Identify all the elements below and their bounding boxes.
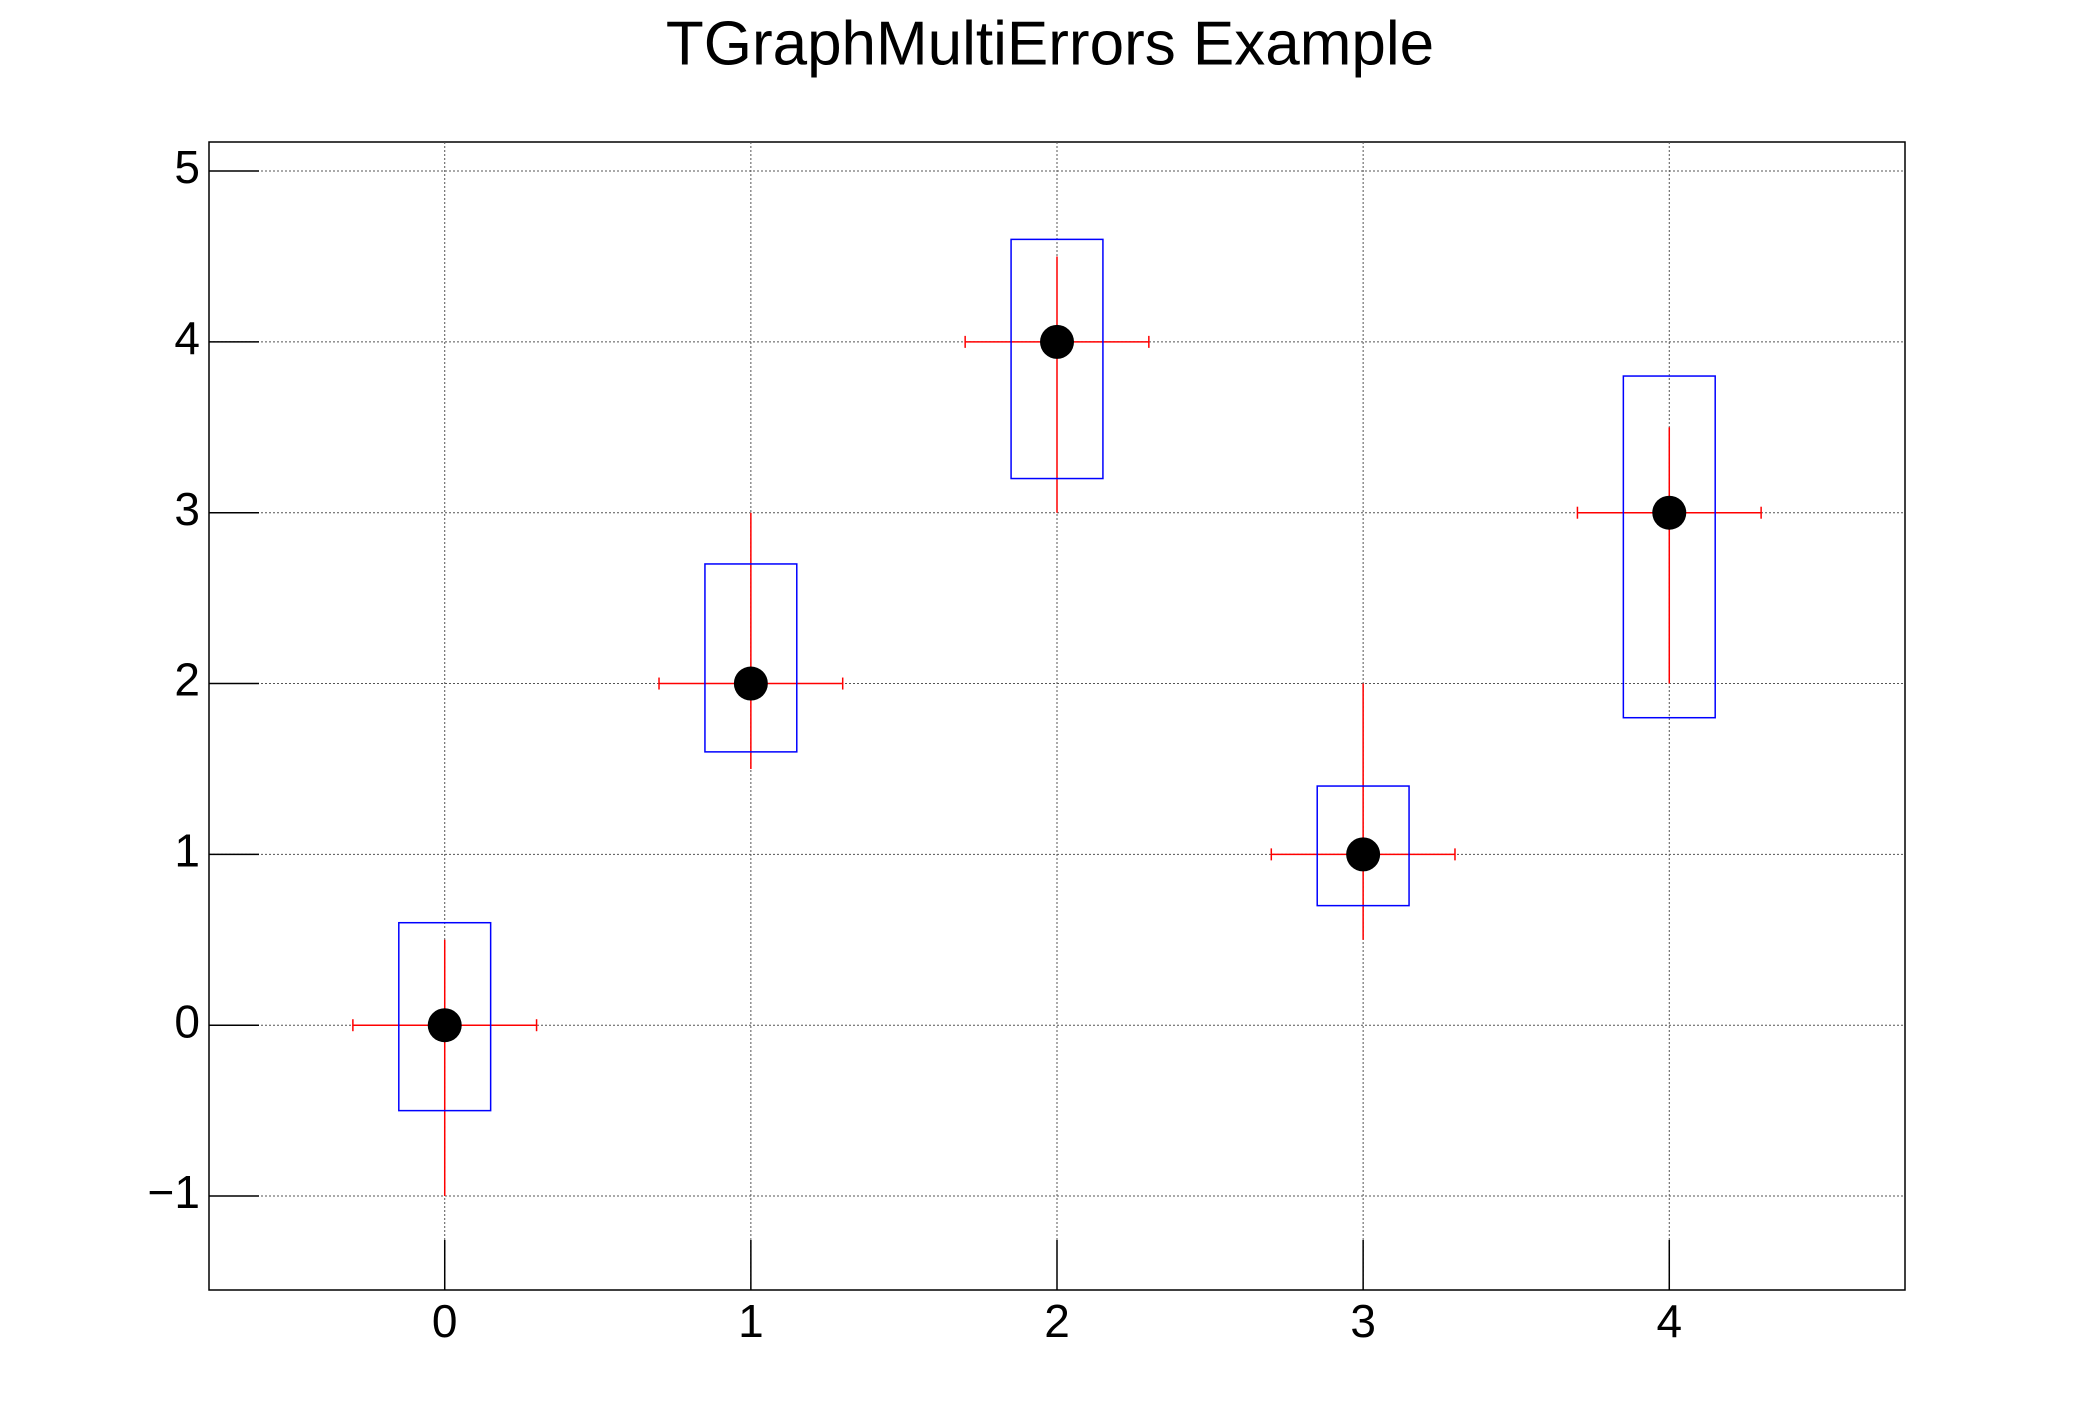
error-box — [398, 921, 492, 1112]
y-tick-label: 4 — [174, 312, 200, 364]
y-tick-label: 0 — [174, 995, 200, 1047]
y-tick-label: 2 — [174, 654, 200, 706]
error-box — [704, 563, 798, 753]
x-tick-label: 1 — [738, 1295, 764, 1347]
error-box — [1622, 375, 1716, 719]
y-tick-label: 3 — [174, 483, 200, 535]
y-tick-label: 1 — [174, 825, 200, 877]
data-point — [733, 666, 768, 701]
error-box — [1316, 785, 1410, 907]
error-box — [1010, 238, 1104, 480]
data-point — [1652, 495, 1687, 530]
data-point — [1040, 324, 1074, 359]
y-tick-label: −1 — [148, 1166, 200, 1218]
x-tick-label: 2 — [1044, 1295, 1070, 1347]
x-tick-label: 4 — [1656, 1295, 1682, 1347]
x-tick-label: 0 — [432, 1295, 458, 1347]
x-tick-label: 3 — [1350, 1295, 1376, 1347]
chart-title: TGraphMultiErrors Example — [666, 9, 1434, 78]
data-point — [427, 1008, 462, 1043]
data-point — [1346, 837, 1381, 872]
y-tick-label: 5 — [174, 141, 200, 193]
